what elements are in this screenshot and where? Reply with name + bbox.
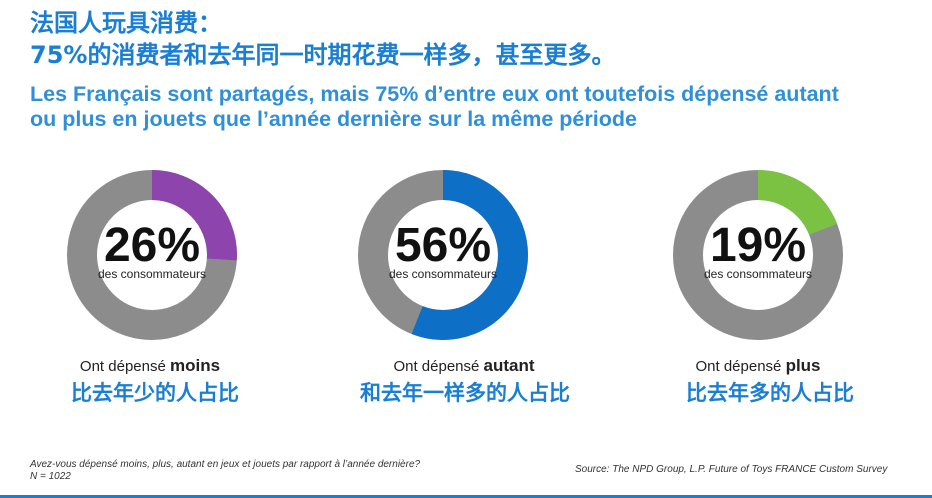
chart-subtitle: Les Français sont partagés, mais 75% d’e…	[30, 82, 910, 132]
unit-label-autant: des consommateurs	[389, 267, 497, 281]
caption-prefix-moins: Ont dépensé	[79, 358, 166, 375]
caption-zh-plus: 比去年多的人占比	[686, 381, 854, 405]
caption-prefix-autant: Ont dépensé	[393, 358, 480, 375]
bottom-accent-bar	[0, 495, 932, 498]
donut-slice-autant	[358, 170, 528, 340]
caption-fr-plus: Ont dépensé plus	[608, 356, 908, 376]
chart-subtitle-line-2: ou plus en jouets que l’année dernière s…	[30, 107, 637, 131]
donut-moins: 26%des consommateurs	[67, 170, 237, 340]
donut-autant: 56%des consommateurs	[358, 170, 528, 340]
caption-fr-moins: Ont dépensé moins	[0, 356, 300, 376]
survey-footnote: Avez-vous dépensé moins, plus, autant en…	[30, 459, 421, 482]
percent-label-plus: 19%	[710, 219, 806, 272]
donut-slice-plus	[673, 170, 843, 340]
percent-label-moins: 26%	[104, 219, 200, 272]
donut-plus: 19%des consommateurs	[673, 170, 843, 340]
caption-zh-autant: 和去年一样多的人占比	[360, 381, 570, 405]
source-note: Source: The NPD Group, L.P. Future of To…	[575, 464, 888, 475]
caption-prefix-plus: Ont dépensé	[695, 358, 782, 375]
page-title-line-2: 75%的消费者和去年同一时期花费一样多，甚至更多。	[30, 41, 616, 69]
unit-label-plus: des consommateurs	[704, 267, 812, 281]
donut-slice-moins	[67, 170, 237, 340]
unit-label-moins: des consommateurs	[98, 267, 206, 281]
caption-zh-moins: 比去年少的人占比	[71, 381, 239, 405]
caption-bold-autant: autant	[483, 356, 535, 375]
caption-bold-moins: moins	[170, 356, 221, 375]
chart-subtitle-line-1: Les Français sont partagés, mais 75% d’e…	[30, 82, 839, 106]
page-title: 法国人玩具消费：	[30, 9, 222, 37]
percent-label-autant: 56%	[395, 219, 491, 272]
caption-fr-autant: Ont dépensé autant	[314, 356, 614, 376]
caption-bold-plus: plus	[785, 356, 821, 375]
